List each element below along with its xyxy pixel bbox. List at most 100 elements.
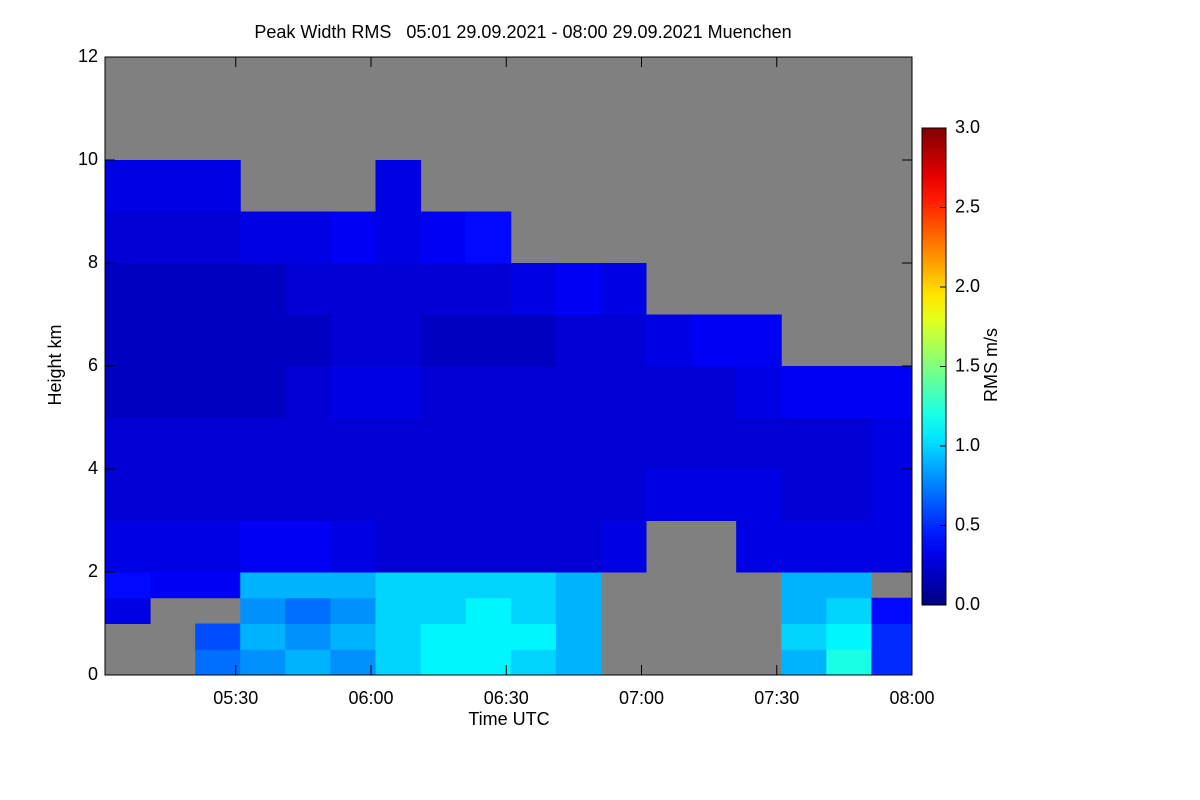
heat-cell bbox=[510, 469, 557, 521]
colorbar-tick-label: 0.0 bbox=[955, 594, 980, 614]
heat-cell bbox=[240, 572, 286, 599]
heat-cell bbox=[871, 469, 913, 521]
heat-cell bbox=[150, 469, 196, 521]
colorbar-tick-label: 2.0 bbox=[955, 276, 980, 296]
heat-cell bbox=[871, 417, 913, 470]
heat-cell bbox=[420, 417, 467, 470]
heat-cell bbox=[420, 211, 467, 264]
heat-cell bbox=[150, 211, 196, 264]
x-tick-label: 05:30 bbox=[213, 688, 258, 708]
heat-cell bbox=[646, 366, 692, 418]
heat-cell bbox=[105, 597, 151, 624]
heat-cell bbox=[240, 649, 286, 676]
heat-cell bbox=[510, 366, 557, 418]
heat-cell bbox=[871, 649, 913, 676]
heat-cell bbox=[871, 597, 913, 624]
heat-cell bbox=[285, 366, 331, 418]
heat-cell bbox=[330, 417, 377, 470]
heat-cell bbox=[105, 263, 151, 315]
heat-cell bbox=[420, 314, 467, 367]
heat-cell bbox=[420, 366, 467, 418]
heat-cell bbox=[465, 469, 512, 521]
heat-cell bbox=[285, 520, 331, 573]
heat-cell bbox=[420, 520, 467, 573]
heat-cell bbox=[285, 572, 331, 599]
heat-cell bbox=[555, 417, 602, 470]
heat-cell bbox=[420, 572, 467, 599]
heat-cell bbox=[510, 623, 557, 650]
heat-cell bbox=[465, 314, 512, 367]
heat-cell bbox=[330, 314, 377, 367]
heat-cell bbox=[736, 366, 782, 418]
heat-cell bbox=[375, 417, 422, 470]
heat-cell bbox=[465, 572, 512, 599]
heat-cell bbox=[285, 469, 331, 521]
heat-cell bbox=[781, 417, 827, 470]
heat-cell bbox=[510, 263, 557, 315]
heat-cell bbox=[240, 597, 286, 624]
heat-cell bbox=[510, 314, 557, 367]
heat-cell bbox=[781, 649, 827, 676]
heat-cell bbox=[420, 649, 467, 676]
heat-cell bbox=[195, 572, 241, 599]
heat-cell bbox=[555, 597, 602, 624]
heat-cell bbox=[420, 623, 467, 650]
heat-cell bbox=[826, 520, 872, 573]
heat-cell bbox=[691, 469, 737, 521]
heat-cell bbox=[375, 469, 422, 521]
heat-cell bbox=[105, 520, 151, 573]
heat-cell bbox=[600, 366, 647, 418]
heat-cell bbox=[646, 314, 692, 367]
heat-cell bbox=[375, 314, 422, 367]
heat-cell bbox=[736, 417, 782, 470]
heat-cell bbox=[826, 597, 872, 624]
heat-cell bbox=[330, 469, 377, 521]
heat-cell bbox=[330, 572, 377, 599]
y-tick-label: 0 bbox=[88, 664, 98, 684]
x-tick-label: 06:30 bbox=[484, 688, 529, 708]
heat-cell bbox=[465, 366, 512, 418]
heat-cell bbox=[105, 314, 151, 367]
heat-cell bbox=[465, 520, 512, 573]
heat-cell bbox=[150, 417, 196, 470]
heat-cell bbox=[330, 623, 377, 650]
heat-cell bbox=[240, 623, 286, 650]
heat-cell bbox=[465, 597, 512, 624]
x-axis-label: Time UTC bbox=[468, 709, 549, 729]
heat-cell bbox=[600, 520, 647, 573]
heat-cell bbox=[465, 649, 512, 676]
heat-cell bbox=[330, 211, 377, 264]
heat-cell bbox=[826, 572, 872, 599]
x-tick-label: 06:00 bbox=[348, 688, 393, 708]
heat-cell bbox=[330, 649, 377, 676]
heat-cell bbox=[195, 469, 241, 521]
y-tick-label: 6 bbox=[88, 355, 98, 375]
colorbar-tick-label: 2.5 bbox=[955, 196, 980, 216]
heat-cell bbox=[420, 597, 467, 624]
heat-cell bbox=[240, 314, 286, 367]
heat-cell bbox=[240, 366, 286, 418]
heat-cell bbox=[420, 469, 467, 521]
heat-cell bbox=[375, 623, 422, 650]
heat-cell bbox=[375, 649, 422, 676]
heat-cell bbox=[375, 160, 422, 212]
colorbar-tick-label: 1.5 bbox=[955, 355, 980, 375]
y-tick-label: 12 bbox=[78, 46, 98, 66]
heat-cell bbox=[195, 211, 241, 264]
heat-cell bbox=[195, 263, 241, 315]
heat-cell bbox=[600, 263, 647, 315]
heat-cell bbox=[555, 520, 602, 573]
heat-cell bbox=[150, 263, 196, 315]
heat-cell bbox=[195, 417, 241, 470]
heat-cell bbox=[736, 314, 782, 367]
heat-cell bbox=[871, 623, 913, 650]
heat-cell bbox=[195, 623, 241, 650]
heat-cell bbox=[510, 572, 557, 599]
heat-cell bbox=[240, 211, 286, 264]
heat-cell bbox=[375, 263, 422, 315]
heat-cell bbox=[195, 520, 241, 573]
heat-cell bbox=[600, 469, 647, 521]
heat-cell bbox=[555, 649, 602, 676]
colorbar-tick-label: 0.5 bbox=[955, 514, 980, 534]
